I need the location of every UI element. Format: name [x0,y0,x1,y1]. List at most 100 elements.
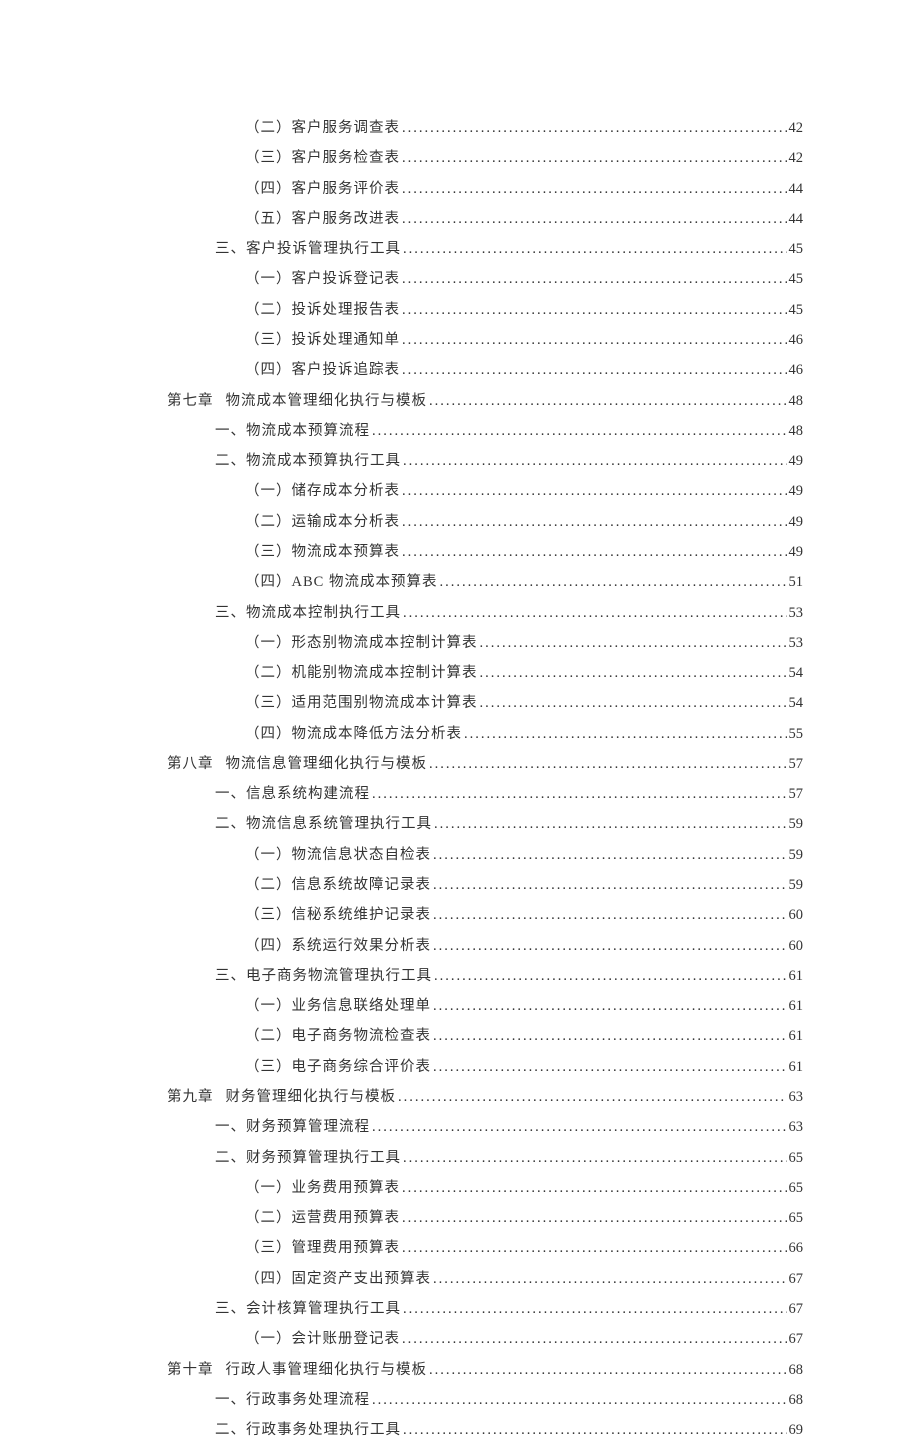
toc-page-number: 54 [789,660,804,686]
toc-leader-dots [372,1114,787,1140]
toc-entry: （四）客户服务评价表 44 [245,176,803,202]
toc-page-number: 63 [789,1084,804,1110]
toc-title: （三）客户服务检查表 [245,145,400,171]
toc-leader-dots [402,539,787,565]
toc-page-number: 69 [789,1417,804,1443]
toc-page-number: 49 [789,539,804,565]
toc-entry: （一）业务费用预算表65 [245,1175,803,1201]
toc-entry: 一、信息系统构建流程 57 [215,781,803,807]
toc-page-number: 53 [789,600,804,626]
toc-page-number: 42 [789,145,804,171]
toc-page-number: 45 [789,266,804,292]
toc-leader-dots [402,509,787,535]
toc-title: （五）客户服务改进表 [245,206,400,232]
toc-page-number: 51 [789,569,804,595]
toc-chapter-label: 第七章 [167,388,214,414]
toc-title: （四）物流成本降低方法分析表 [245,721,462,747]
toc-title: （四）系统运行效果分析表 [245,933,431,959]
toc-title: （一）物流信息状态自检表 [245,842,431,868]
toc-title: （三）管理费用预算表 [245,1235,400,1261]
toc-title: （四）客户服务评价表 [245,176,400,202]
toc-entry: （二）机能别物流成本控制计算表54 [245,660,803,686]
toc-page-number: 46 [789,327,804,353]
toc-entry: 二、物流信息系统管理执行工具59 [215,811,803,837]
toc-page-number: 49 [789,478,804,504]
toc-title: 物流信息管理细化执行与模板 [226,751,428,777]
toc-entry: 三、会计核算管理执行工具 67 [215,1296,803,1322]
toc-entry: （二）投诉处理报告表 45 [245,297,803,323]
toc-title: （一）业务费用预算表 [245,1175,400,1201]
toc-entry: （一）物流信息状态自检表 59 [245,842,803,868]
toc-page-number: 45 [789,297,804,323]
toc-title: 一、物流成本预算流程 [215,418,370,444]
toc-page-number: 44 [789,176,804,202]
toc-leader-dots [402,115,787,141]
toc-page-number: 60 [789,933,804,959]
toc-page-number: 55 [789,721,804,747]
toc-leader-dots [403,1296,787,1322]
toc-chapter-label: 第八章 [167,751,214,777]
toc-entry: （五）客户服务改进表 44 [245,206,803,232]
toc-leader-dots [433,1266,787,1292]
toc-leader-dots [402,266,787,292]
toc-entry: （四）客户投诉追踪表46 [245,357,803,383]
toc-leader-dots [429,388,787,414]
toc-leader-dots [402,145,787,171]
toc-title: （二）信息系统故障记录表 [245,872,431,898]
toc-page-number: 60 [789,902,804,928]
toc-title: （二）运营费用预算表 [245,1205,400,1231]
toc-leader-dots [403,448,787,474]
toc-leader-dots [480,690,787,716]
toc-title: （二）投诉处理报告表 [245,297,400,323]
toc-page-number: 68 [789,1387,804,1413]
toc-leader-dots [402,1175,787,1201]
toc-page-number: 67 [789,1296,804,1322]
toc-entry: （二）客户服务调查表42 [245,115,803,141]
toc-title: （二）电子商务物流检查表 [245,1023,431,1049]
toc-leader-dots [439,569,786,595]
toc-entry: 一、行政事务处理流程 68 [215,1387,803,1413]
table-of-contents: （二）客户服务调查表42（三）客户服务检查表42（四）客户服务评价表44（五）客… [167,115,803,1447]
toc-leader-dots [402,1326,787,1352]
toc-leader-dots [403,1417,787,1443]
toc-entry: 第八章物流信息管理细化执行与模板57 [167,751,803,777]
toc-leader-dots [403,600,787,626]
toc-page-number: 61 [789,1054,804,1080]
toc-leader-dots [480,630,787,656]
toc-leader-dots [433,1023,787,1049]
toc-entry: 三、物流成本控制执行工具53 [215,600,803,626]
toc-entry: （四）系统运行效果分析表 60 [245,933,803,959]
toc-entry: 二、财务预算管理执行工具65 [215,1145,803,1171]
toc-leader-dots [433,1054,787,1080]
toc-entry: 第九章财务管理细化执行与模板63 [167,1084,803,1110]
toc-title: 一、行政事务处理流程 [215,1387,370,1413]
toc-entry: （三）物流成本预算表49 [245,539,803,565]
toc-title: 三、会计核算管理执行工具 [215,1296,401,1322]
toc-title: 财务管理细化执行与模板 [226,1084,397,1110]
toc-entry: （三）适用范围别物流成本计算表54 [245,690,803,716]
toc-entry: 二、物流成本预算执行工具 49 [215,448,803,474]
toc-page-number: 59 [789,842,804,868]
toc-title: （一）储存成本分析表 [245,478,400,504]
toc-title: （二）客户服务调查表 [245,115,400,141]
toc-leader-dots [464,721,787,747]
toc-title: （三）适用范围别物流成本计算表 [245,690,478,716]
toc-title: 行政人事管理细化执行与模板 [226,1357,428,1383]
toc-entry: （二）电子商务物流检查表61 [245,1023,803,1049]
toc-page-number: 59 [789,811,804,837]
toc-title: 二、物流成本预算执行工具 [215,448,401,474]
toc-leader-dots [433,993,787,1019]
toc-title: 一、信息系统构建流程 [215,781,370,807]
toc-page-number: 49 [789,509,804,535]
toc-entry: （四）ABC 物流成本预算表 51 [245,569,803,595]
toc-page-number: 57 [789,781,804,807]
toc-page-number: 67 [789,1326,804,1352]
toc-page-number: 66 [789,1235,804,1261]
toc-leader-dots [402,357,787,383]
toc-entry: （四）固定资产支出预算表67 [245,1266,803,1292]
toc-page-number: 44 [789,206,804,232]
toc-leader-dots [402,1205,787,1231]
toc-page-number: 49 [789,448,804,474]
toc-entry: 一、财务预算管理流程63 [215,1114,803,1140]
toc-title: 三、客户投诉管理执行工具 [215,236,401,262]
